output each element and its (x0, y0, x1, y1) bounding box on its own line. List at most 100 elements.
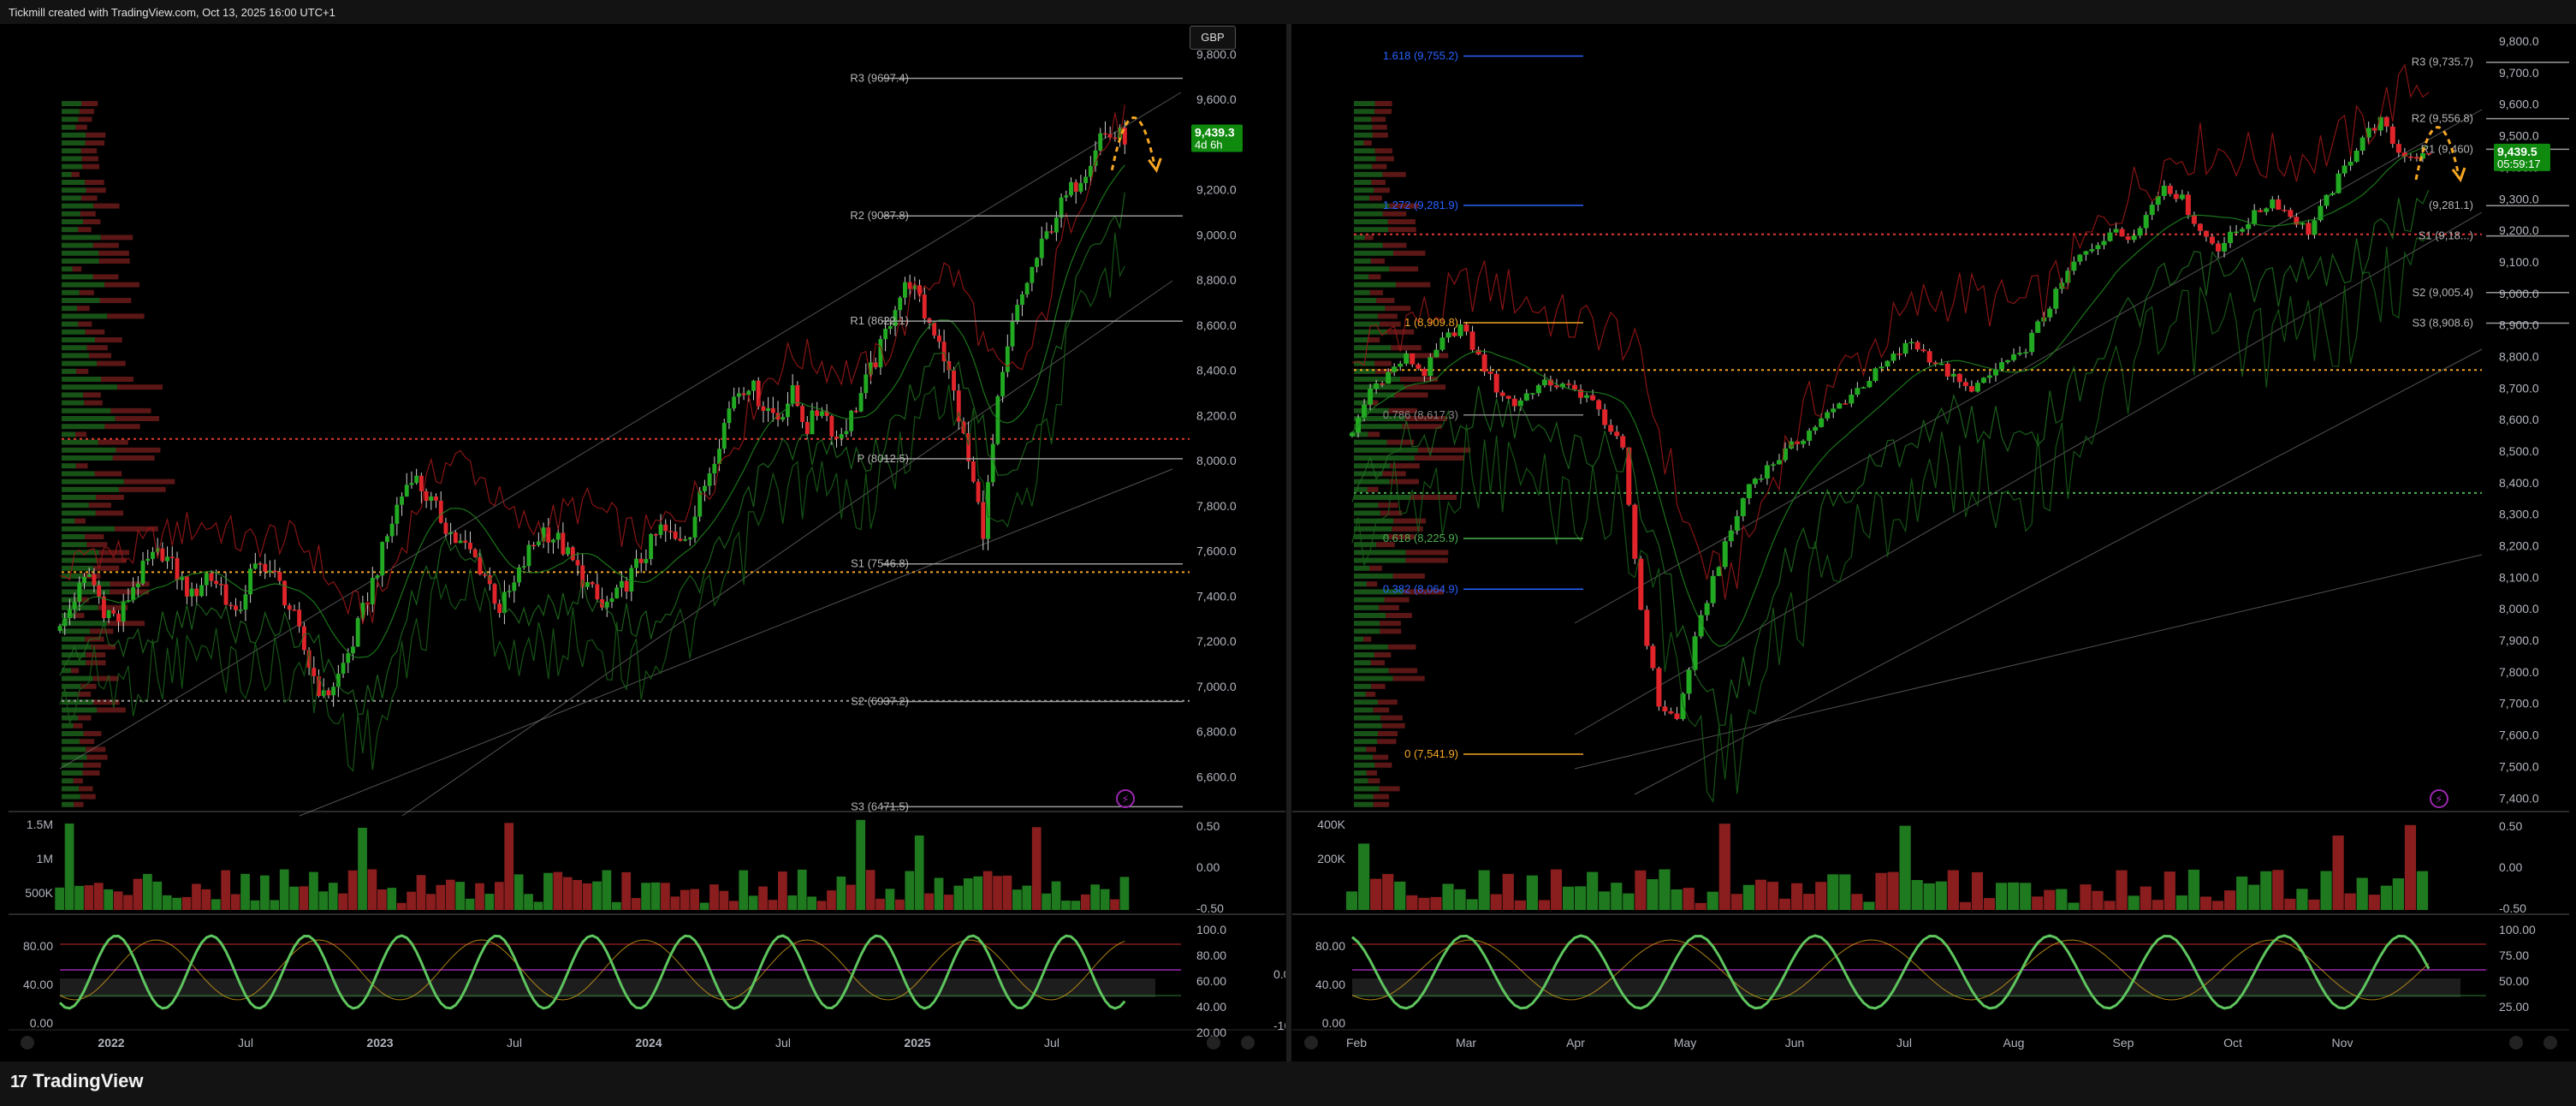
candle-body (2215, 243, 2222, 252)
candle-body (624, 580, 629, 592)
candle-body (1710, 575, 1716, 604)
volume-profile-bar (1380, 510, 1403, 516)
volume-axis-tick: 200K (1317, 852, 1345, 865)
left-chart-svg[interactable]: R3 (9697.4) R2 (9087.8) R1 (8622.1) P (8012… (9, 24, 1308, 1055)
volume-bar (192, 883, 201, 910)
volume-profile-bar (1387, 644, 1416, 650)
volume-profile-bar (1405, 550, 1449, 556)
volume-bar (1611, 883, 1623, 910)
candle-body (644, 559, 649, 563)
volume-profile-bar (62, 652, 86, 657)
volume-profile-bar (62, 778, 74, 784)
panel-divider[interactable] (1286, 24, 1291, 1061)
volume-profile-bar (1392, 526, 1423, 532)
volume-profile-bar (62, 628, 91, 634)
volume-profile-bar (1404, 416, 1447, 421)
volume-profile-bar (107, 313, 145, 319)
candle-body (1030, 266, 1035, 283)
candle-body (189, 588, 194, 597)
candle-body (575, 560, 580, 566)
volume-profile-bar (62, 109, 80, 115)
y-axis-tick: 7,400.0 (1196, 589, 1237, 603)
volume-bar (1031, 827, 1042, 910)
candle-body (2005, 360, 2011, 363)
candle-body (1644, 609, 1650, 646)
right-chart-panel[interactable]: R3 (9,735.7) R2 (9,556.8) R1 (9,460) (9,281… (1292, 24, 2576, 1055)
volume-bar (1742, 884, 1754, 910)
channel-line (59, 92, 1182, 770)
volume-profile-bar (1354, 510, 1380, 516)
candle-body (678, 538, 683, 541)
candle-body (111, 609, 116, 614)
volume-bar (1562, 886, 1575, 910)
candle-body (1572, 384, 1578, 389)
right-chart-svg[interactable]: R3 (9,735.7) R2 (9,556.8) R1 (9,460) (9,281… (1292, 24, 2576, 1055)
candle-body (2336, 173, 2342, 193)
volume-bar (1090, 884, 1101, 910)
volume-profile-bar (62, 353, 89, 359)
candle-body (229, 604, 234, 607)
volume-profile-bar (98, 259, 130, 264)
pivot-label: S1 (9,18...) (2419, 229, 2473, 242)
candle-body (1553, 385, 1559, 388)
volume-bar (2332, 835, 2344, 910)
volume-profile-bar (1354, 574, 1393, 579)
candle-body (1620, 436, 1626, 448)
volume-bar (562, 877, 573, 910)
candle-body (561, 532, 566, 555)
volume-profile-bar (1382, 211, 1407, 217)
candle-body (839, 434, 844, 439)
volume-profile-bar (86, 754, 108, 760)
oscillator-main-line (1351, 934, 2431, 1010)
volume-profile-bar (1369, 195, 1382, 201)
volume-profile-bar (1354, 266, 1390, 272)
volume-bar (55, 887, 64, 910)
volume-bar (1394, 881, 1406, 910)
volume-profile-bar (1354, 298, 1377, 303)
volume-bar (1042, 893, 1051, 910)
candle-body (169, 556, 175, 558)
oscillator-right-tick: 25.00 (2499, 1000, 2529, 1014)
volume-profile-bar (62, 282, 105, 288)
volume-right-tick: 0.00 (2499, 860, 2522, 874)
volume-profile-bar (71, 171, 80, 177)
last-price-text: 9,439.5 (2497, 145, 2537, 158)
left-chart-panel[interactable]: R3 (9697.4) R2 (9087.8) R1 (8622.1) P (8012… (9, 24, 1308, 1055)
candle-body (1073, 181, 1078, 192)
y-axis-tick: 8,300.0 (2499, 508, 2539, 521)
volume-profile-bar (78, 116, 92, 122)
currency-button[interactable]: GBP (1190, 26, 1236, 50)
volume-bar (445, 879, 455, 910)
candle-body (1493, 373, 1499, 393)
volume-profile-bar (62, 124, 76, 130)
candle-body (2353, 151, 2359, 162)
volume-profile-bar (1354, 384, 1404, 390)
candle-body (770, 407, 775, 413)
volume-profile-bar (1374, 148, 1392, 154)
volume-profile-bar (98, 250, 129, 256)
candle-body (1499, 392, 1505, 396)
volume-profile-bar (86, 132, 106, 138)
y-axis-tick: 7,500.0 (2499, 759, 2539, 773)
y-axis-tick: 9,800.0 (1196, 47, 1237, 61)
volume-bar (1022, 885, 1032, 910)
candle-body (2101, 241, 2107, 246)
alert-bolt-icon (1116, 789, 1135, 808)
candle-body (2113, 229, 2119, 233)
candle-body (1559, 384, 1565, 388)
volume-profile-bar (1354, 770, 1367, 776)
volume-profile-bar (1386, 329, 1415, 335)
volume-profile-bar (94, 337, 122, 342)
volume-bar (113, 891, 123, 910)
volume-profile-bar (1374, 652, 1392, 657)
volume-profile-bar (62, 621, 108, 627)
tradingview-logo[interactable]: 17 TradingView (10, 1070, 143, 1092)
volume-profile-bar (1373, 707, 1390, 713)
candle-body (1505, 395, 1511, 399)
candle-body (1908, 342, 1914, 344)
candle-body (2306, 223, 2312, 235)
volume-bar (1683, 888, 1695, 910)
y-axis-tick: 9,300.0 (2499, 192, 2539, 205)
oscillator-left-tick: 0.00 (1322, 1016, 1345, 1030)
volume-profile-bar (76, 368, 89, 374)
